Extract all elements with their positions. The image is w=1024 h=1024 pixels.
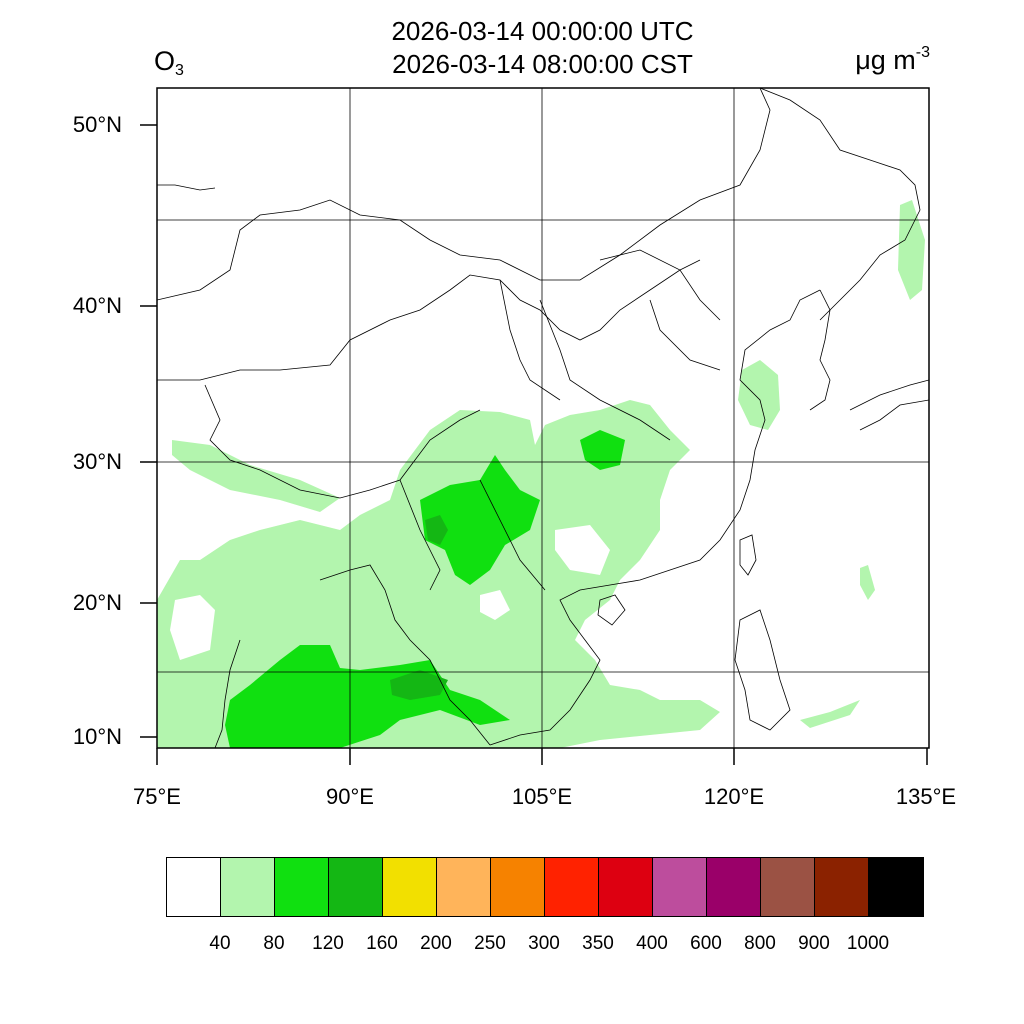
colorbar-label: 250 — [474, 933, 506, 954]
colorbar-swatch — [869, 858, 923, 916]
lon-label-135: 135°E — [895, 784, 957, 809]
ozone-region-peak-2 — [390, 670, 448, 700]
ozone-region-south-asia — [225, 645, 510, 748]
colorbar-swatch — [761, 858, 815, 916]
lat-label-20: 20°N — [72, 590, 122, 615]
ozone-field-holes — [170, 525, 610, 660]
ozone-region-central-china — [580, 430, 625, 470]
ozone-field-light — [157, 200, 925, 748]
species-subscript: 3 — [175, 62, 184, 79]
colorbar-swatch — [653, 858, 707, 916]
units-label: μg m-3 — [855, 44, 930, 76]
colorbar-swatch — [383, 858, 437, 916]
lat-label-30: 30°N — [72, 449, 122, 474]
colorbar-label: 200 — [420, 933, 452, 954]
ozone-region-tibet-band — [172, 440, 340, 512]
lat-label-40: 40°N — [72, 293, 122, 318]
colorbar-label: 350 — [582, 933, 614, 954]
colorbar-swatch — [815, 858, 869, 916]
colorbar-swatch — [707, 858, 761, 916]
ozone-region-korea-west — [738, 360, 780, 430]
gridlines — [157, 88, 929, 748]
lat-label-10: 10°N — [72, 724, 122, 749]
colorbar-label: 160 — [366, 933, 398, 954]
colorbar-label: 120 — [312, 933, 344, 954]
lon-label-120: 120°E — [703, 784, 765, 809]
ozone-field-medium — [225, 430, 625, 748]
colorbar-swatch — [545, 858, 599, 916]
colorbar-label: 300 — [528, 933, 560, 954]
colorbar-swatch — [275, 858, 329, 916]
colorbar-label: 400 — [636, 933, 668, 954]
colorbar-label: 900 — [798, 933, 830, 954]
ozone-field-dark — [390, 515, 448, 700]
colorbar-label: 40 — [209, 933, 231, 954]
title-utc: 2026-03-14 00:00:00 UTC — [391, 16, 694, 46]
lon-label-90: 90°E — [326, 784, 374, 809]
colorbar-label: 800 — [744, 933, 776, 954]
colorbar-label: 80 — [263, 933, 285, 954]
ozone-region-east-sea — [860, 565, 875, 600]
ozone-region-peak-1 — [425, 515, 448, 545]
species-label: O3 — [154, 46, 184, 80]
title-cst: 2026-03-14 08:00:00 CST — [392, 49, 693, 79]
colorbar-swatch — [599, 858, 653, 916]
colorbar-swatch — [437, 858, 491, 916]
ozone-region-taiwan-east — [898, 200, 925, 300]
units-superscript: -3 — [915, 44, 930, 61]
units-text: μg m — [855, 45, 916, 75]
colorbar-swatch — [491, 858, 545, 916]
colorbar-label: 1000 — [846, 933, 890, 954]
coastline-and-borders — [157, 88, 929, 748]
colorbar-swatch — [329, 858, 383, 916]
plot-frame — [156, 87, 930, 749]
ozone-region-philippine-sea — [800, 700, 860, 728]
colorbar-swatch — [167, 858, 221, 916]
ozone-region-sichuan — [420, 455, 540, 585]
lat-label-50: 50°N — [72, 112, 122, 137]
species-name: O — [154, 46, 176, 76]
colorbar-swatch — [221, 858, 275, 916]
colorbar-label: 600 — [690, 933, 722, 954]
lon-label-75: 75°E — [133, 784, 181, 809]
axis-ticks — [140, 124, 928, 765]
lon-label-105: 105°E — [511, 784, 573, 809]
colorbar — [166, 857, 924, 917]
